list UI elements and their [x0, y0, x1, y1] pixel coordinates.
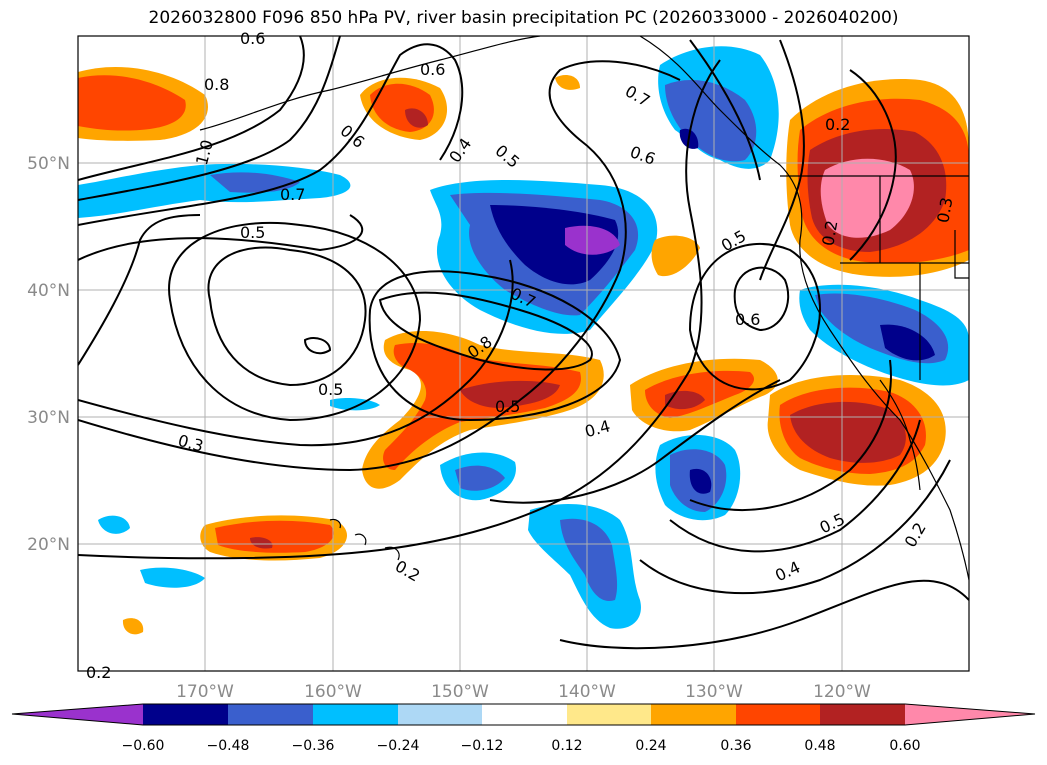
- lon-tick-label: 120°W: [813, 682, 871, 702]
- contour-label: 0.5: [318, 380, 343, 399]
- contour-label: 0.5: [240, 223, 265, 242]
- colorbar-segment: [820, 704, 905, 725]
- lon-tick-label: 130°W: [685, 682, 743, 702]
- colorbar-segment: [313, 704, 398, 725]
- lon-tick-label: 160°W: [304, 682, 362, 702]
- lon-tick-label: 150°W: [431, 682, 489, 702]
- page-title: 2026032800 F096 850 hPa PV, river basin …: [148, 8, 899, 28]
- pv-contours: [78, 36, 969, 650]
- colorbar-outline: [11, 703, 1036, 726]
- lat-tick-label: 20°N: [27, 535, 70, 555]
- lon-axis: 170°W 160°W 150°W 140°W 130°W 120°W: [176, 682, 871, 702]
- colorbar-segment: [651, 704, 736, 725]
- colorbar-tick-label: 0.60: [889, 738, 920, 754]
- colorbar-tick-label: −0.12: [461, 738, 504, 754]
- contour-label: 0.6: [735, 310, 760, 329]
- lat-axis: 50°N 40°N 30°N 20°N: [27, 154, 70, 555]
- contour-label: 0.6: [240, 29, 265, 48]
- coastlines: [199, 36, 969, 581]
- lat-tick-label: 50°N: [27, 154, 70, 174]
- lat-tick-label: 40°N: [27, 281, 70, 301]
- gridlines: [78, 36, 969, 671]
- colorbar-tick-label: −0.48: [207, 738, 250, 754]
- lon-tick-label: 140°W: [558, 682, 616, 702]
- colorbar-segment: [482, 704, 567, 725]
- contour-label: 0.2: [825, 115, 850, 134]
- contour-label: 0.3: [933, 196, 956, 224]
- colorbar-segment: [736, 704, 820, 725]
- lon-tick-label: 170°W: [176, 682, 234, 702]
- contour-label: 0.5: [495, 397, 520, 416]
- colorbar: −0.60 −0.48 −0.36 −0.24 −0.12 0.12 0.24 …: [11, 703, 1036, 754]
- colorbar-tick-label: −0.60: [122, 738, 165, 754]
- colorbar-segment: [143, 704, 228, 725]
- colorbar-tick-label: −0.24: [377, 738, 420, 754]
- contour-label: 0.6: [420, 60, 445, 79]
- contour-label: 0.2: [818, 219, 841, 247]
- contour-label: 0.2: [86, 663, 111, 682]
- colorbar-segment: [398, 704, 482, 725]
- lat-tick-label: 30°N: [27, 408, 70, 428]
- colorbar-segment: [228, 704, 313, 725]
- colorbar-tick-label: 0.12: [551, 738, 582, 754]
- colorbar-tick-label: 0.48: [804, 738, 835, 754]
- colorbar-segment: [567, 704, 651, 725]
- colorbar-ticks: −0.60 −0.48 −0.36 −0.24 −0.12 0.12 0.24 …: [122, 738, 921, 754]
- contour-label: 0.8: [204, 75, 229, 94]
- contour-label: 0.7: [280, 185, 305, 204]
- colorbar-tick-label: −0.36: [292, 738, 335, 754]
- plot-frame: [77, 35, 970, 672]
- colorbar-tick-label: 0.24: [635, 738, 666, 754]
- colorbar-tick-label: 0.36: [720, 738, 751, 754]
- colorbar-under-arrow: [12, 704, 143, 725]
- colorbar-over-arrow: [905, 704, 1035, 725]
